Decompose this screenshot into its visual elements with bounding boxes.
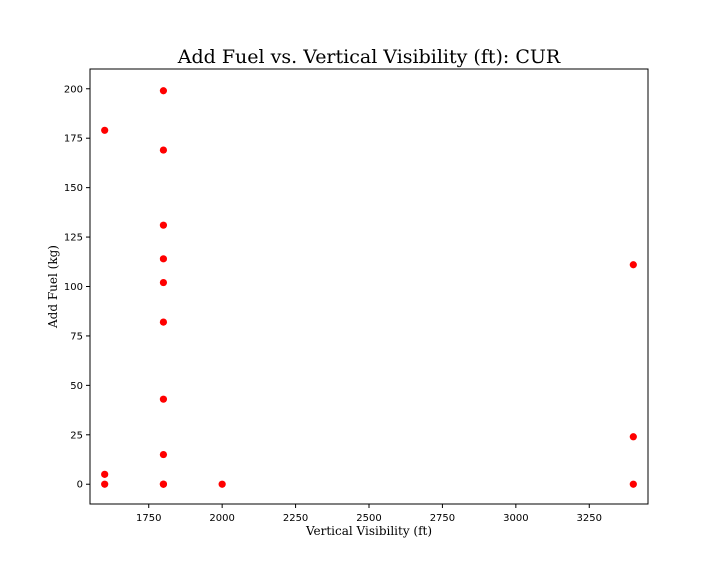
y-tick-label: 25 xyxy=(70,430,83,441)
scatter-point xyxy=(159,255,168,263)
x-tick-label: 3000 xyxy=(503,513,528,524)
tick-layer: 1750 2000 2250 2500 2750 3000 3250 0 25 50 75 100 12… xyxy=(64,84,602,524)
y-tick-label: 50 xyxy=(70,381,83,392)
scatter-point xyxy=(159,480,168,488)
scatter-point xyxy=(629,433,637,441)
scatter-point xyxy=(159,395,168,403)
y-tick-label: 125 xyxy=(64,233,83,244)
y-tick-label: 0 xyxy=(77,480,83,491)
scatter-point xyxy=(629,261,637,269)
x-tick-label: 1750 xyxy=(136,513,161,524)
y-tick-label: 75 xyxy=(70,331,83,342)
scatter-point xyxy=(101,470,109,478)
scatter-point xyxy=(101,480,109,488)
points-layer xyxy=(101,87,637,488)
x-tick-label: 2000 xyxy=(209,513,234,524)
y-axis-label: Add Fuel (kg) xyxy=(46,245,60,329)
scatter-point xyxy=(629,480,637,488)
scatter-point xyxy=(218,480,226,488)
scatter-point xyxy=(159,221,168,229)
scatter-point xyxy=(159,450,168,459)
scatter-point xyxy=(159,146,168,154)
plot-area-frame xyxy=(89,68,649,505)
x-tick-label: 2250 xyxy=(283,513,308,524)
x-tick-label: 2500 xyxy=(356,513,381,524)
scatter-point xyxy=(159,278,168,287)
x-tick-label: 2750 xyxy=(430,513,455,524)
x-tick-label: 3250 xyxy=(577,513,602,524)
chart-title: Add Fuel vs. Vertical Visibility (ft): C… xyxy=(177,46,561,68)
x-axis-label: Vertical Visibility (ft) xyxy=(305,524,432,538)
y-tick-label: 200 xyxy=(64,84,83,95)
scatter-point xyxy=(159,87,168,95)
scatter-point xyxy=(101,126,109,134)
y-tick-label: 100 xyxy=(64,282,83,293)
y-tick-label: 175 xyxy=(64,134,83,145)
scatter-point xyxy=(159,318,168,326)
y-tick-label: 150 xyxy=(64,183,83,194)
